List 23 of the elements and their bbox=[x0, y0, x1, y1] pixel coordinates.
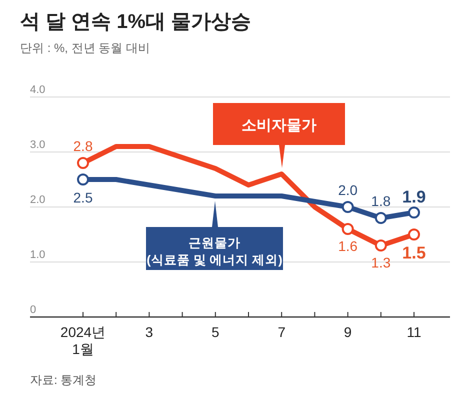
data-label: 1.5 bbox=[402, 244, 426, 262]
chart-title: 석 달 연속 1%대 물가상승 bbox=[20, 11, 252, 33]
y-tick-label: 1.0 bbox=[30, 249, 46, 261]
x-tick-label: 11 bbox=[406, 324, 422, 340]
x-tick-label: 7 bbox=[278, 324, 286, 340]
text: 자료: 통계청 bbox=[30, 373, 97, 387]
chart-subtitle: 단위 : %, 전년 동월 대비 bbox=[20, 41, 150, 55]
x-tick-label: 5 bbox=[212, 324, 220, 340]
data-label: 1.3 bbox=[371, 254, 391, 270]
legend-label: 근원물가 (식료품 및 에너지 제외) bbox=[146, 236, 282, 267]
x-tick-label: 9 bbox=[344, 324, 352, 340]
x-tick-label: 3 bbox=[145, 324, 154, 340]
data-label: 1.8 bbox=[371, 193, 391, 209]
y-tick-label: 3.0 bbox=[30, 139, 46, 151]
data-label: 1.9 bbox=[402, 188, 426, 206]
y-tick-label: 0 bbox=[30, 304, 36, 316]
y-tick-label: 2.0 bbox=[30, 194, 46, 206]
data-label: 1.6 bbox=[338, 238, 358, 254]
x-tick-label: 2024년 1월 bbox=[60, 324, 106, 357]
y-tick-label: 4.0 bbox=[30, 84, 46, 96]
data-label: 2.8 bbox=[73, 138, 93, 154]
data-label: 2.5 bbox=[73, 190, 93, 206]
data-label: 2.0 bbox=[338, 182, 358, 198]
